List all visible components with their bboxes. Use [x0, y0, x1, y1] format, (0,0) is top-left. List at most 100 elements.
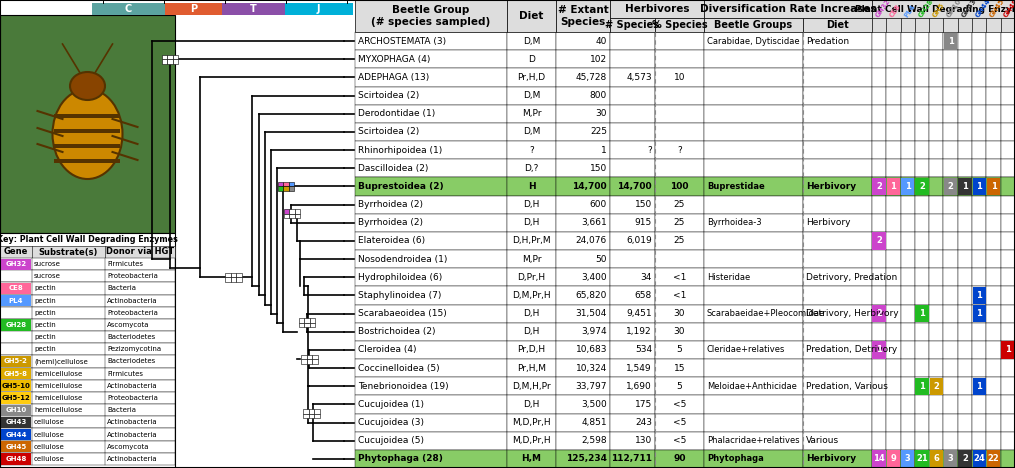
Text: GH10: GH10 [5, 407, 26, 413]
Bar [958, 268, 972, 286]
Bar [655, 159, 704, 177]
Text: 1: 1 [920, 309, 925, 318]
Text: Firmicutes: Firmicutes [107, 261, 143, 267]
Text: GH44: GH44 [974, 0, 992, 19]
Bar [972, 177, 987, 196]
Bar [704, 377, 803, 395]
Text: GH5: GH5 [932, 2, 946, 19]
Bar [556, 159, 610, 177]
Bar [0, 331, 175, 343]
Bar [355, 322, 508, 341]
Text: 10: 10 [674, 73, 685, 82]
Text: 90: 90 [673, 454, 686, 463]
Text: 2: 2 [876, 182, 882, 191]
Bar [958, 214, 972, 232]
Text: Pr,H,D: Pr,H,D [518, 73, 545, 82]
Text: GH48: GH48 [5, 456, 26, 462]
Bar [958, 50, 972, 68]
Text: 1: 1 [890, 182, 896, 191]
Bar [1001, 141, 1015, 159]
Bar [1001, 268, 1015, 286]
Bar [915, 341, 929, 359]
Bar [916, 378, 929, 395]
Text: Herbivory: Herbivory [806, 218, 851, 227]
Text: 534: 534 [634, 345, 652, 354]
Bar [886, 159, 900, 177]
Bar [944, 50, 958, 68]
Text: 21: 21 [917, 454, 928, 463]
Bar [1, 283, 31, 294]
Bar [916, 305, 929, 322]
Text: D: D [528, 55, 535, 64]
Bar [284, 3, 353, 15]
Bar [972, 32, 987, 50]
Bar [355, 232, 508, 250]
Bar [803, 341, 872, 359]
Bar [886, 377, 900, 395]
Bar [900, 50, 915, 68]
Bar [944, 159, 958, 177]
Text: 1,690: 1,690 [626, 382, 652, 391]
Bar [655, 359, 704, 377]
Bar [0, 15, 175, 233]
Bar [508, 0, 556, 32]
Bar [987, 305, 1001, 322]
Bar [0, 392, 175, 404]
Bar [655, 232, 704, 250]
Bar [55, 129, 121, 133]
Bar [987, 286, 1001, 305]
Bar [1001, 341, 1015, 359]
Text: D,H: D,H [524, 200, 540, 209]
Bar [230, 273, 236, 277]
Bar [886, 141, 900, 159]
Bar [915, 414, 929, 431]
Bar [972, 159, 987, 177]
Bar [508, 123, 556, 141]
Text: J: J [317, 4, 321, 14]
Bar [944, 268, 958, 286]
Bar [508, 359, 556, 377]
Bar [304, 318, 310, 322]
Text: 30: 30 [674, 309, 685, 318]
Text: 600: 600 [590, 200, 607, 209]
Bar [289, 214, 295, 218]
Bar [958, 141, 972, 159]
Text: Hydrophiloidea (6): Hydrophiloidea (6) [358, 273, 443, 282]
Bar [972, 123, 987, 141]
Text: GH43: GH43 [960, 0, 977, 19]
Text: ADEPHAGA (13): ADEPHAGA (13) [358, 73, 429, 82]
Text: Predation, Detrivory: Predation, Detrivory [806, 345, 897, 354]
Bar [355, 177, 508, 196]
Bar [704, 0, 872, 18]
Bar [972, 178, 986, 195]
Text: Key: Plant Cell Wall Degrading Enzymes: Key: Plant Cell Wall Degrading Enzymes [0, 235, 178, 244]
Bar [886, 87, 900, 105]
Bar [944, 341, 958, 359]
Bar [803, 214, 872, 232]
Bar [610, 196, 655, 214]
Bar [915, 305, 929, 322]
Text: 1: 1 [601, 146, 607, 154]
Text: cellulose: cellulose [33, 431, 65, 438]
Text: Actinobacteria: Actinobacteria [107, 456, 157, 462]
Bar [355, 141, 508, 159]
Bar [655, 177, 704, 196]
Bar [886, 305, 900, 322]
Bar [655, 431, 704, 450]
Text: 5: 5 [677, 382, 682, 391]
Bar [872, 18, 886, 32]
Bar [901, 178, 915, 195]
Bar [283, 182, 289, 186]
Text: % Species: % Species [652, 20, 707, 30]
Bar [164, 3, 222, 15]
Text: Bostrichoidea (2): Bostrichoidea (2) [358, 327, 435, 336]
Bar [900, 450, 915, 468]
Bar [900, 322, 915, 341]
Bar [929, 377, 944, 395]
Bar [655, 50, 704, 68]
Bar [610, 141, 655, 159]
Bar [803, 68, 872, 87]
Bar [872, 68, 886, 87]
Bar [900, 268, 915, 286]
Bar [873, 232, 886, 249]
